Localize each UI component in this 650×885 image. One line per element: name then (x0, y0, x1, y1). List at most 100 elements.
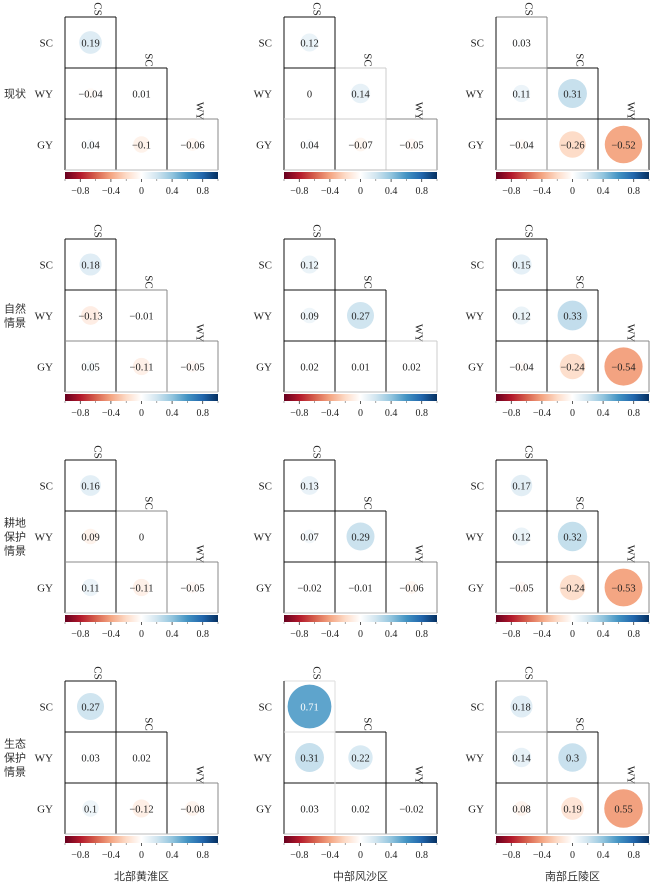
colorbar-tick-label: −0.4 (102, 186, 120, 197)
colorbar-tick-label: −0.8 (71, 408, 89, 419)
row-var-label-sc: SC (40, 702, 53, 714)
colorbar-tick-label: 0 (358, 850, 363, 861)
colorbar-tick-label: −0.8 (71, 186, 89, 197)
row-var-label-sc: SC (40, 38, 53, 50)
corr-circle-wy-sc (558, 743, 587, 772)
scenario-label-1: 情景 (4, 317, 26, 330)
row-var-label-gy: GY (37, 583, 53, 595)
col-var-label-cs: CS (523, 224, 535, 237)
col-var-label-cs: CS (92, 445, 104, 458)
row-var-label-gy: GY (256, 804, 272, 816)
corr-circle-gy-wy (604, 789, 643, 828)
corr-value-gy-cs: 0.03 (300, 805, 318, 816)
corr-value-sc-cs: 0.19 (81, 39, 99, 50)
row-var-label-wy: WY (35, 89, 53, 101)
row-var-label-gy: GY (256, 140, 272, 152)
region-label-2: 南部丘陵区 (545, 869, 600, 883)
colorbar (65, 172, 218, 179)
corr-circle-wy-sc (346, 301, 375, 330)
colorbar (284, 615, 437, 622)
corr-value-wy-cs: 0.12 (512, 533, 530, 544)
row-var-label-sc: SC (40, 481, 53, 493)
corr-value-gy-sc: −0.07 (348, 141, 372, 152)
row-var-label-wy: WY (466, 311, 484, 323)
col-var-label-wy: WY (194, 102, 206, 120)
corr-circle-sc-cs (516, 37, 527, 48)
corr-circle-wy-cs (85, 752, 96, 763)
corr-circle-gy-cs (516, 139, 527, 150)
corr-circle-gy-sc (353, 137, 368, 152)
colorbar-tick-label: 0.8 (196, 408, 209, 419)
col-var-label-cs: CS (92, 666, 104, 679)
row-var-label-wy: WY (254, 532, 272, 544)
corr-value-sc-cs: 0.71 (300, 703, 318, 714)
corr-value-wy-sc: 0.14 (351, 90, 370, 101)
corr-value-sc-cs: 0.17 (512, 482, 530, 493)
corr-circle-gy-cs (514, 801, 529, 816)
colorbar-tick-label: 0 (570, 408, 575, 419)
row-var-label-gy: GY (256, 583, 272, 595)
colorbar-tick-label: 0.4 (385, 850, 398, 861)
corr-value-gy-cs: −0.04 (509, 363, 534, 374)
colorbar-tick-label: 0.4 (597, 629, 610, 640)
col-var-label-sc: SC (143, 717, 155, 730)
panel-r1-c1: SC WY GY CS SC WY 0.12 0.09 0.27 0.02 0.01 0.02 −0.8… (254, 224, 438, 419)
corr-circle-wy-cs (302, 529, 317, 544)
corr-value-gy-sc: −0.11 (130, 584, 154, 595)
corr-circle-wy-cs (81, 306, 100, 325)
corr-value-gy-wy: 0.55 (614, 805, 632, 816)
col-var-label-wy: WY (194, 324, 206, 342)
row-var-label-sc: SC (471, 481, 484, 493)
col-var-label-wy: WY (625, 766, 637, 784)
col-var-label-wy: WY (413, 102, 425, 120)
corr-circle-wy-sc (350, 83, 371, 104)
colorbar-tick-label: −0.4 (321, 186, 339, 197)
panel-r1-c0: SC WY GY CS SC WY 0.18 −0.13 −0.01 0.05 −0.11 −0.05… (35, 224, 219, 419)
corr-circle-gy-wy (604, 347, 643, 386)
corr-value-wy-sc: 0.29 (351, 533, 369, 544)
row-var-label-sc: SC (471, 260, 484, 272)
corr-circle-gy-cs (81, 578, 100, 597)
col-var-label-cs: CS (523, 666, 535, 679)
corr-value-gy-sc: 0.01 (351, 363, 369, 374)
colorbar (65, 394, 218, 401)
corr-value-gy-sc: −0.24 (560, 363, 585, 374)
corr-value-gy-wy: −0.52 (611, 141, 635, 152)
colorbar-tick-label: 0.8 (415, 186, 428, 197)
colorbar-tick-label: −0.4 (102, 850, 120, 861)
corr-value-gy-cs: 0.1 (84, 805, 97, 816)
corr-value-wy-sc: 0.02 (132, 754, 150, 765)
colorbar-tick-label: −0.4 (321, 629, 339, 640)
col-var-label-sc: SC (574, 717, 586, 730)
col-var-label-sc: SC (143, 275, 155, 288)
colorbar-tick-label: −0.8 (502, 629, 520, 640)
colorbar (65, 836, 218, 843)
row-var-label-gy: GY (256, 362, 272, 374)
corr-value-gy-sc: −0.01 (348, 584, 372, 595)
scenario-label-2: 保护 (4, 530, 26, 544)
colorbar-tick-label: 0.8 (415, 850, 428, 861)
col-var-label-wy: WY (625, 545, 637, 563)
corr-circle-gy-cs (304, 139, 315, 150)
colorbar-tick-label: 0.4 (597, 850, 610, 861)
corr-value-gy-wy: −0.54 (611, 363, 636, 374)
corr-circle-wy-cs (295, 743, 324, 772)
corr-circle-gy-wy (185, 801, 200, 816)
row-var-label-sc: SC (40, 260, 53, 272)
colorbar-tick-label: 0 (570, 850, 575, 861)
corr-value-gy-wy: −0.06 (180, 141, 204, 152)
col-var-label-cs: CS (92, 2, 104, 15)
region-label-1: 中部风沙区 (333, 869, 388, 883)
scenario-label-0: 现状 (4, 87, 26, 101)
corr-circle-gy-sc (132, 799, 151, 818)
colorbar-tick-label: 0 (139, 629, 144, 640)
corr-circle-sc-cs (300, 255, 319, 274)
colorbar (284, 172, 437, 179)
corr-value-gy-wy: −0.05 (180, 363, 204, 374)
col-var-label-sc: SC (574, 275, 586, 288)
col-var-label-cs: CS (523, 2, 535, 15)
corr-value-wy-sc: 0.22 (351, 754, 369, 765)
corr-circle-gy-cs (82, 800, 99, 817)
corr-circle-sc-cs (80, 475, 101, 496)
